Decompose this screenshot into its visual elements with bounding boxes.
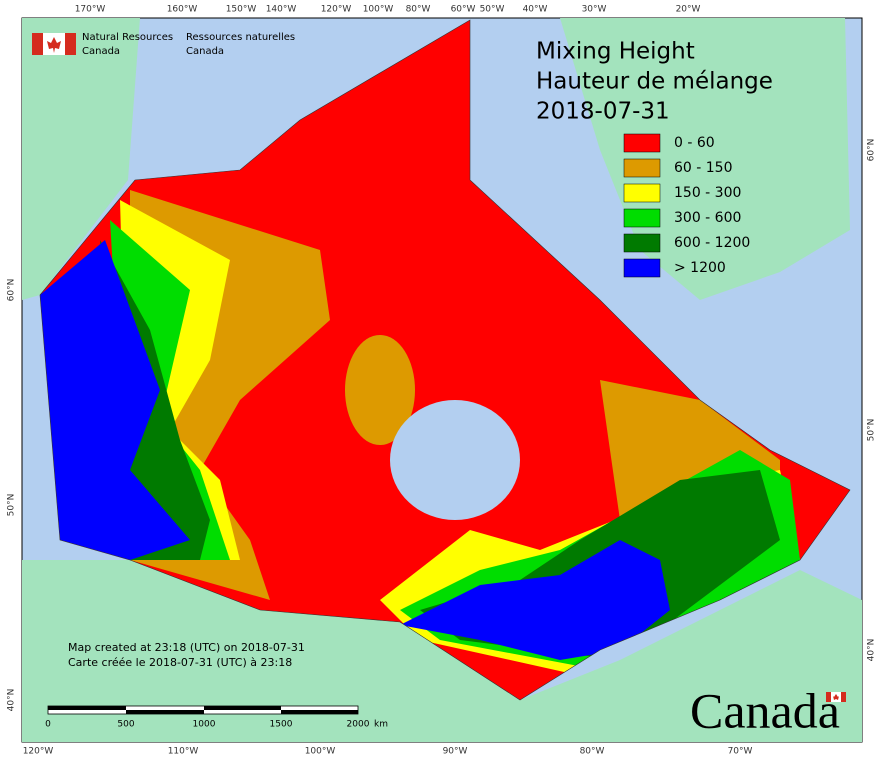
agency-en: Canada — [82, 46, 120, 57]
graticule-label: 40°W — [523, 5, 548, 15]
alaska — [22, 18, 140, 300]
graticule-label: 30°W — [582, 5, 607, 15]
flag-band — [841, 692, 846, 702]
graticule-label: 160°W — [167, 5, 198, 15]
title: Mixing Height — [536, 39, 695, 65]
graticule-label: 20°W — [676, 5, 701, 15]
wordmark-flag — [826, 692, 846, 702]
zone — [400, 540, 670, 660]
note: Map created at 23:18 (UTC) on 2018-07-31 — [68, 641, 305, 654]
graticule-label: 120°W — [321, 5, 352, 15]
graticule-label: 50°W — [480, 5, 505, 15]
legend-label: 150 - 300 — [674, 185, 741, 201]
graticule-label: 120°W — [23, 747, 54, 757]
canada-outline — [39, 19, 851, 701]
legend-swatch — [623, 183, 661, 203]
scale-segment — [48, 706, 126, 710]
graticule-label: 150°W — [226, 5, 257, 15]
graticule-label: 70°W — [728, 747, 753, 757]
graticule-label: 80°W — [580, 747, 605, 757]
legend-swatch — [623, 133, 661, 153]
graticule-label: 80°W — [406, 5, 431, 15]
graticule-label: 60°N — [7, 279, 17, 302]
wordmark: Canada — [690, 682, 840, 738]
scale-segment — [281, 710, 358, 714]
legend-swatch — [623, 208, 661, 228]
graticule-label: 40°N — [867, 639, 877, 662]
flag-band — [65, 33, 76, 55]
scale-segment — [204, 706, 281, 710]
united-states — [22, 560, 862, 742]
graticule-label: 50°N — [867, 419, 877, 442]
legend-swatch — [623, 258, 661, 278]
legend-swatch — [623, 233, 661, 253]
scale-label: 500 — [117, 720, 134, 730]
hudson-bay — [390, 400, 520, 520]
legend-label: > 1200 — [674, 260, 726, 276]
scale-label: 1500 — [270, 720, 293, 730]
scale-label: 1000 — [193, 720, 216, 730]
graticule-label: 90°W — [443, 747, 468, 757]
maple-leaf — [833, 694, 839, 700]
legend-label: 60 - 150 — [674, 160, 733, 176]
flag-band — [32, 33, 43, 55]
greenland — [560, 18, 850, 300]
graticule-label: 60°W — [451, 5, 476, 15]
title: Hauteur de mélange — [536, 69, 773, 95]
graticule-label: 140°W — [266, 5, 297, 15]
legend-label: 0 - 60 — [674, 135, 715, 151]
maple-leaf — [47, 37, 61, 53]
agency-fr: Canada — [186, 46, 224, 57]
agency-en: Natural Resources — [82, 32, 173, 43]
graticule-label: 110°W — [168, 747, 199, 757]
graticule-label: 170°W — [75, 5, 106, 15]
zone — [345, 335, 415, 445]
scale-label: 0 — [45, 720, 51, 730]
legend-swatch — [623, 158, 661, 178]
agency-flag — [32, 33, 76, 55]
agency-fr: Ressources naturelles — [186, 32, 295, 43]
legend-label: 600 - 1200 — [674, 235, 750, 251]
zone — [40, 240, 190, 560]
scale-bar — [47, 705, 359, 715]
graticule-label: 100°W — [305, 747, 336, 757]
note: Carte créée le 2018-07-31 (UTC) à 23:18 — [68, 656, 292, 669]
graticule-label: 100°W — [363, 5, 394, 15]
graticule-label: 60°N — [867, 139, 877, 162]
foreign-land — [22, 18, 862, 742]
scale-segment — [126, 710, 204, 714]
flag-band — [826, 692, 831, 702]
scale-unit: km — [374, 720, 388, 730]
legend-label: 300 - 600 — [674, 210, 741, 226]
scale-label: 2000 — [347, 720, 370, 730]
title: 2018-07-31 — [536, 99, 670, 125]
graticule-label: 40°N — [7, 689, 17, 712]
graticule-label: 50°N — [7, 494, 17, 517]
